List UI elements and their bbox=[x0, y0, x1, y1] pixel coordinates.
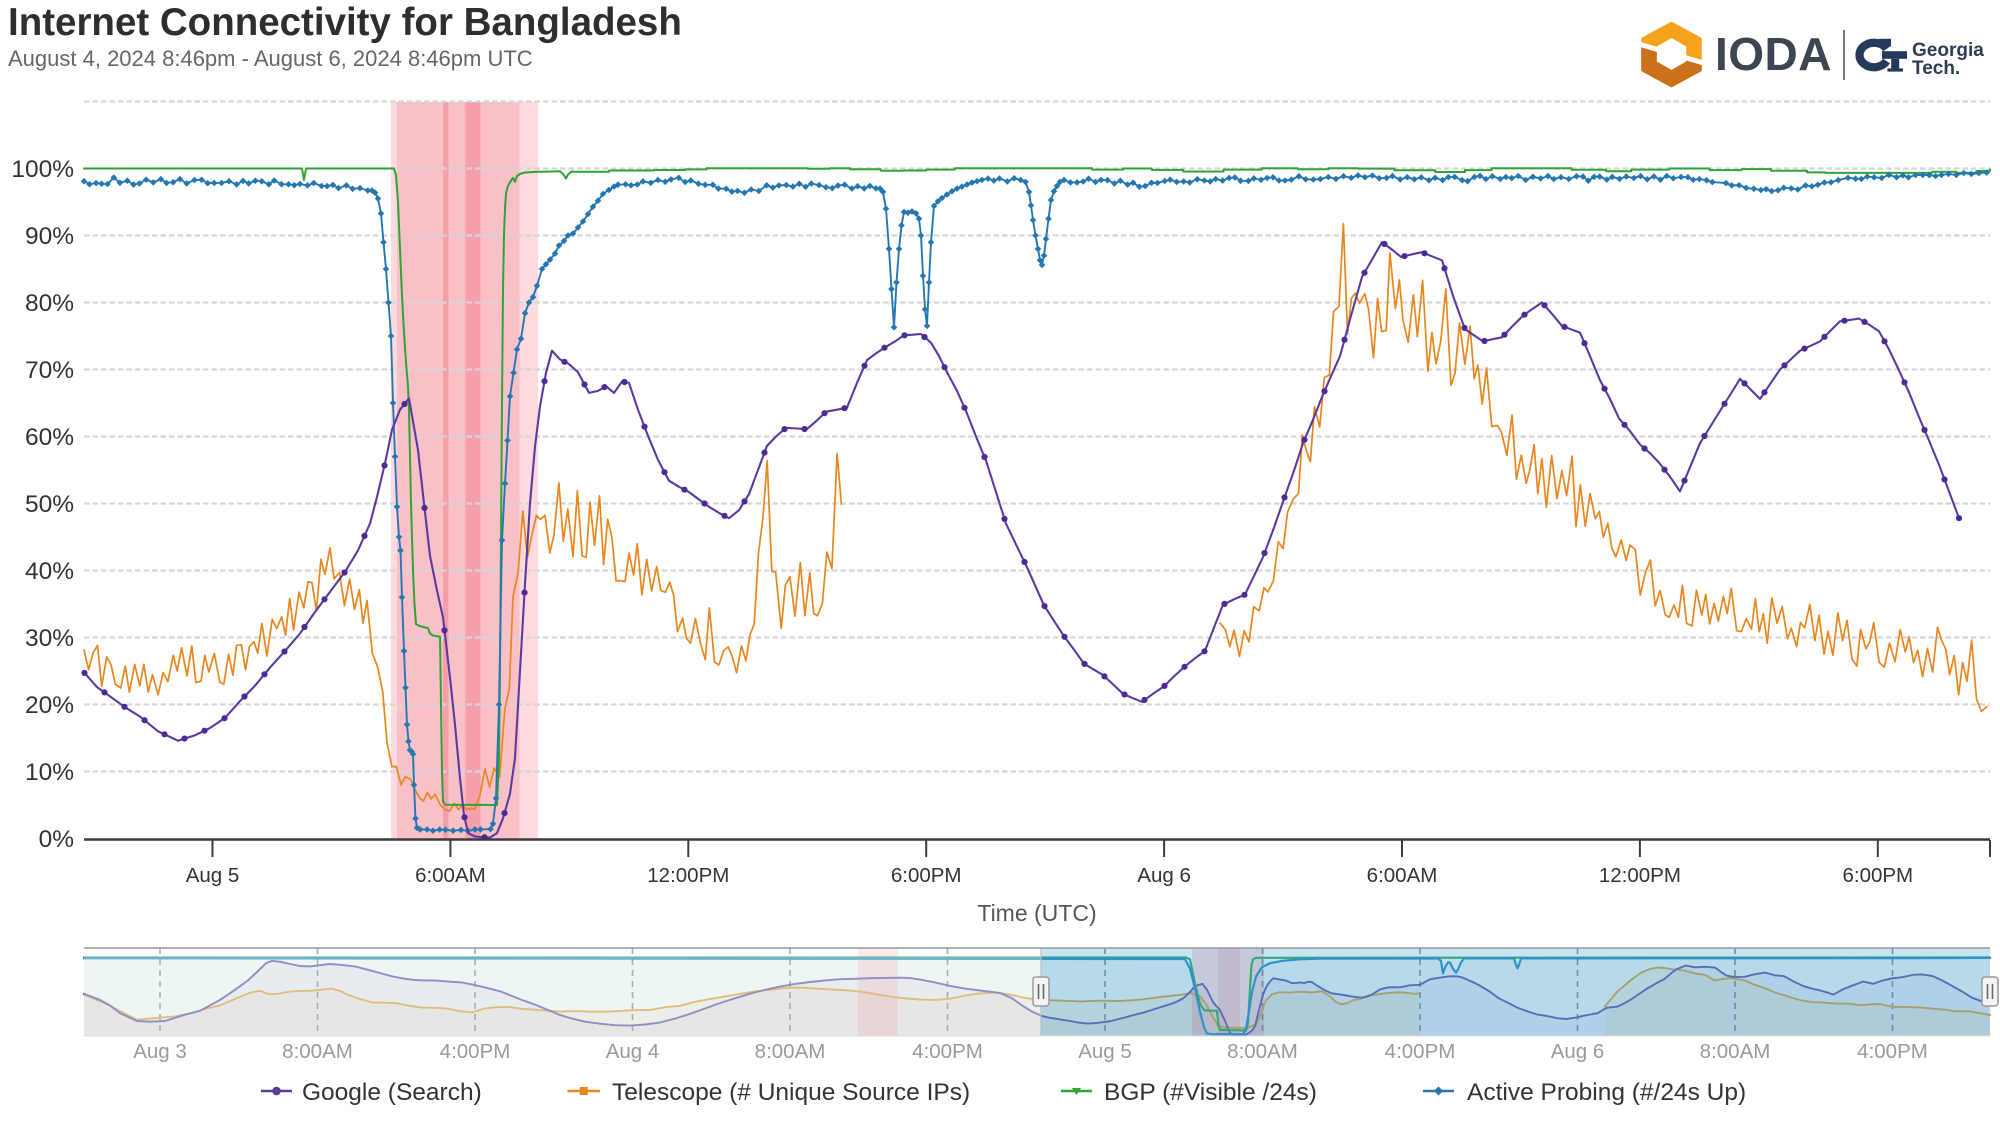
svg-text:BGP (#Visible /24s): BGP (#Visible /24s) bbox=[1104, 1079, 1317, 1106]
svg-text:4:00PM: 4:00PM bbox=[440, 1040, 511, 1063]
svg-text:4:00PM: 4:00PM bbox=[1385, 1040, 1456, 1063]
svg-text:70%: 70% bbox=[25, 357, 74, 384]
svg-text:4:00PM: 4:00PM bbox=[1857, 1040, 1928, 1063]
svg-text:50%: 50% bbox=[25, 491, 74, 518]
svg-text:12:00PM: 12:00PM bbox=[1599, 864, 1681, 887]
svg-text:10%: 10% bbox=[25, 759, 74, 786]
svg-text:30%: 30% bbox=[25, 625, 74, 652]
svg-text:8:00AM: 8:00AM bbox=[1227, 1040, 1298, 1063]
svg-text:20%: 20% bbox=[25, 692, 74, 719]
svg-text:8:00AM: 8:00AM bbox=[282, 1040, 353, 1063]
svg-text:8:00AM: 8:00AM bbox=[755, 1040, 826, 1063]
svg-text:Internet Connectivity for Bang: Internet Connectivity for Bangladesh bbox=[8, 1, 682, 44]
svg-text:12:00PM: 12:00PM bbox=[647, 864, 729, 887]
svg-text:8:00AM: 8:00AM bbox=[1700, 1040, 1771, 1063]
svg-text:Time (UTC): Time (UTC) bbox=[977, 900, 1096, 926]
svg-text:0%: 0% bbox=[39, 826, 74, 853]
svg-text:100%: 100% bbox=[11, 156, 74, 183]
svg-text:6:00PM: 6:00PM bbox=[891, 864, 962, 887]
svg-text:6:00AM: 6:00AM bbox=[1367, 864, 1438, 887]
svg-text:60%: 60% bbox=[25, 424, 74, 451]
svg-text:Aug 4: Aug 4 bbox=[606, 1040, 660, 1063]
svg-text:40%: 40% bbox=[25, 558, 74, 585]
svg-text:6:00AM: 6:00AM bbox=[415, 864, 486, 887]
svg-text:90%: 90% bbox=[25, 223, 74, 250]
svg-text:IODA: IODA bbox=[1715, 28, 1832, 80]
svg-text:Google (Search): Google (Search) bbox=[302, 1079, 482, 1106]
svg-text:6:00PM: 6:00PM bbox=[1842, 864, 1913, 887]
svg-text:Aug 3: Aug 3 bbox=[133, 1040, 187, 1063]
svg-text:80%: 80% bbox=[25, 290, 74, 317]
svg-text:Aug 5: Aug 5 bbox=[186, 864, 240, 887]
svg-text:Tech.: Tech. bbox=[1912, 58, 1960, 79]
svg-text:4:00PM: 4:00PM bbox=[912, 1040, 983, 1063]
svg-text:Telescope (# Unique Source IPs: Telescope (# Unique Source IPs) bbox=[612, 1079, 970, 1106]
svg-text:Aug 6: Aug 6 bbox=[1137, 864, 1191, 887]
svg-text:Active Probing (#/24s Up): Active Probing (#/24s Up) bbox=[1467, 1079, 1746, 1106]
svg-text:Georgia: Georgia bbox=[1912, 40, 1984, 61]
svg-text:August 4, 2024 8:46pm - August: August 4, 2024 8:46pm - August 6, 2024 8… bbox=[8, 46, 533, 71]
svg-text:Aug 6: Aug 6 bbox=[1551, 1040, 1605, 1063]
svg-text:Aug 5: Aug 5 bbox=[1078, 1040, 1132, 1063]
